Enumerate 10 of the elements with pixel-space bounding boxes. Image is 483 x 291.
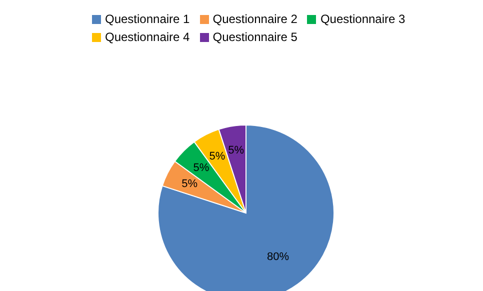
legend-label: Questionnaire 1 bbox=[105, 12, 190, 26]
data-label: 5% bbox=[193, 162, 210, 174]
data-label: 80% bbox=[267, 251, 290, 264]
legend-label: Questionnaire 3 bbox=[320, 12, 406, 26]
data-label: 5% bbox=[209, 150, 226, 163]
legend-label: Questionnaire 2 bbox=[212, 12, 298, 26]
data-label: 5% bbox=[228, 144, 244, 156]
data-label: 5% bbox=[182, 178, 198, 190]
legend-label: Questionnaire 4 bbox=[105, 30, 190, 44]
legend-label: Questionnaire 5 bbox=[212, 30, 298, 44]
